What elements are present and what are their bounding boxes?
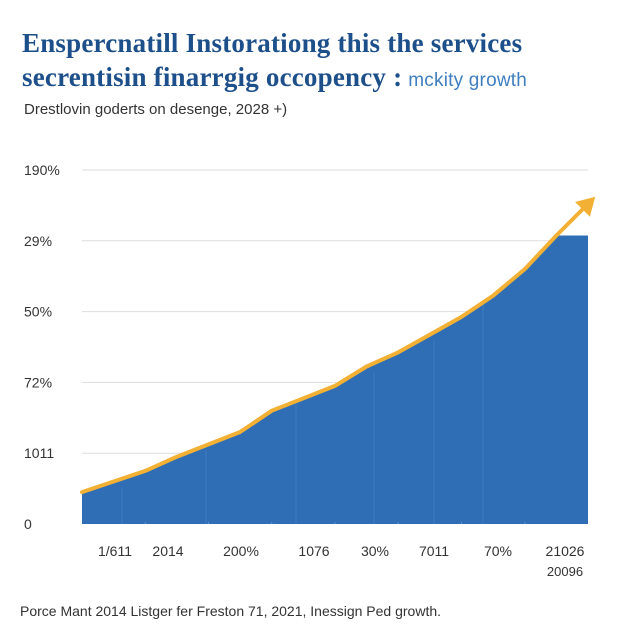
chart-subtitle: Drestlovin goderts on desenge, 2028 +) <box>24 101 288 118</box>
chart-title-line2: secrentisin finarrgig occopency : mckity … <box>22 62 527 93</box>
chart-title-accent: mckity growth <box>408 70 528 91</box>
chart-footnote: Porce Mant 2014 Listger fer Freston 71, … <box>20 603 442 619</box>
growth-arrow-head <box>575 196 596 217</box>
x-tick-label: 30% <box>361 543 389 559</box>
y-tick-label: 190% <box>24 162 60 178</box>
growth-line <box>80 233 559 495</box>
y-tick-label: 29% <box>24 233 52 249</box>
x-tick-label: 1076 <box>298 543 329 559</box>
y-tick-label: 1011 <box>24 445 54 461</box>
x-tick-label: 2014 <box>152 543 183 559</box>
area-chart: 0 1011 72% 50% 29% 190% 1/611 2014 200% 1076 30% 70… <box>24 162 596 579</box>
x-tick-label: 21026 <box>546 543 585 559</box>
chart-title-line1: Enspercnatill Instorationg this the serv… <box>22 28 523 58</box>
y-tick-label: 0 <box>24 516 32 532</box>
chart-title-line2-text: secrentisin finarrgig occopency : <box>22 62 403 92</box>
area-series <box>82 235 588 524</box>
y-tick-label: 72% <box>24 374 52 390</box>
growth-arrow-shaft <box>554 203 589 238</box>
x-tick-label: 200% <box>223 543 259 559</box>
x-tick-label: 1/611 <box>98 543 132 559</box>
x-tick-label: 7011 <box>419 543 449 559</box>
x-tick-label: 70% <box>484 543 512 559</box>
y-tick-label: 50% <box>24 304 52 320</box>
x-tick-label-extra: 20096 <box>547 564 583 579</box>
